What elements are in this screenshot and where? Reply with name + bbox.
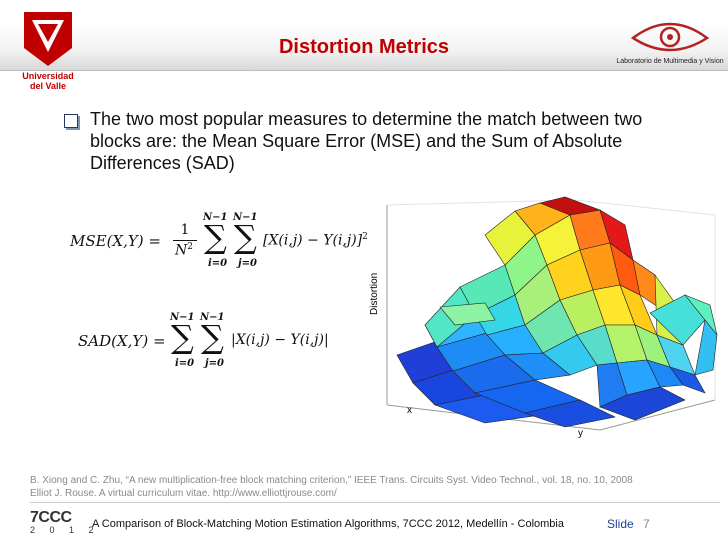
sad-sum-j-symbol: ∑ [201, 318, 224, 356]
surface-plot-graphic [386, 196, 718, 431]
university-shield-icon [24, 12, 72, 66]
mse-sum-i-upper: N−1 [203, 212, 228, 223]
sad-sum-j-upper: N−1 [200, 312, 225, 323]
conference-year: 2 0 1 2 [30, 525, 100, 535]
citation: B. Xiong and C. Zhu, “A new multiplicati… [30, 474, 710, 500]
university-logo-text: Universidad del Valle [22, 71, 74, 91]
mse-sum-j-lower: j=0 [238, 258, 257, 269]
sad-sum-i-upper: N−1 [170, 312, 195, 323]
eye-icon [630, 22, 710, 52]
slide-number: 7 [643, 517, 650, 531]
mse-sum-i-symbol: ∑ [204, 218, 227, 256]
mse-formula: MSE(X,Y) = 1 N2 N−1 ∑ i=0 N−1 ∑ j=0 [X(i… [70, 212, 370, 272]
conference-logo: 7CCC 2 0 1 2 [30, 509, 100, 535]
mse-term: [X(i,j) − Y(i,j)]2 [263, 232, 368, 249]
slide-label: Slide [607, 517, 634, 531]
sad-term: |X(i,j) − Y(i,j)| [231, 332, 329, 348]
sad-formula: SAD(X,Y) = N−1 ∑ i=0 N−1 ∑ j=0 |X(i,j) −… [78, 312, 368, 372]
lab-logo: Laboratorio de Multimedia y Vision [615, 16, 725, 74]
mse-sum-i-lower: i=0 [208, 258, 228, 269]
lab-logo-text: Laboratorio de Multimedia y Vision [616, 58, 724, 65]
distortion-surface-plot: Distortion x y [365, 195, 725, 445]
sad-sum-i-symbol: ∑ [171, 318, 194, 356]
sad-lhs: SAD(X,Y) = [78, 332, 166, 350]
footer-text: A Comparison of Block-Matching Motion Es… [92, 518, 564, 530]
mse-sum-j-upper: N−1 [233, 212, 258, 223]
sad-sum-j-lower: j=0 [205, 358, 224, 369]
bullet-text: The two most popular measures to determi… [90, 109, 643, 173]
citation-line-2: Elliot J. Rouse. A virtual curriculum vi… [30, 488, 337, 499]
bullet-icon [64, 114, 78, 128]
footer-divider [30, 502, 720, 503]
slide-title: Distortion Metrics [278, 36, 450, 58]
sad-sum-i-lower: i=0 [175, 358, 195, 369]
y-axis-label: y [578, 428, 583, 439]
citation-line-1: B. Xiong and C. Zhu, “A new multiplicati… [30, 475, 633, 486]
x-axis-label: x [407, 405, 412, 416]
y-axis-line [599, 399, 716, 431]
mse-fraction-denominator: N2 [175, 242, 193, 259]
mse-sum-j-symbol: ∑ [234, 218, 257, 256]
z-axis-label: Distortion [369, 272, 380, 315]
university-logo: Universidad del Valle [18, 8, 78, 91]
mse-fraction-numerator: 1 [180, 222, 190, 238]
header-band [0, 22, 728, 71]
mse-lhs: MSE(X,Y) = [70, 232, 161, 250]
conference-logo-text: 7CCC [30, 509, 72, 526]
mse-fraction-bar [173, 240, 197, 241]
